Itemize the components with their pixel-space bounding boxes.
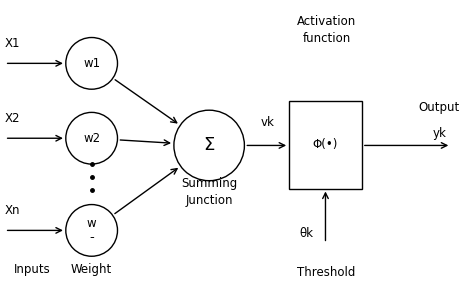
- Text: Σ: Σ: [204, 137, 215, 154]
- Text: yk: yk: [432, 127, 446, 141]
- Text: Weight: Weight: [71, 263, 112, 276]
- Text: w: w: [87, 217, 96, 230]
- Text: Output: Output: [419, 101, 460, 115]
- Bar: [289, 101, 362, 189]
- Text: Inputs: Inputs: [14, 263, 51, 276]
- Text: Threshold: Threshold: [298, 266, 356, 279]
- Text: w2: w2: [83, 132, 100, 145]
- Text: vk: vk: [261, 116, 275, 129]
- Text: X2: X2: [5, 111, 20, 125]
- Text: w1: w1: [83, 57, 100, 70]
- Text: Summing
Junction: Summing Junction: [181, 177, 237, 206]
- Text: Xn: Xn: [5, 204, 20, 217]
- Text: θk: θk: [300, 227, 314, 240]
- Text: Activation
function: Activation function: [297, 15, 356, 45]
- Text: -: -: [89, 231, 94, 244]
- Text: Φ(•): Φ(•): [313, 138, 338, 151]
- Text: X1: X1: [5, 37, 20, 50]
